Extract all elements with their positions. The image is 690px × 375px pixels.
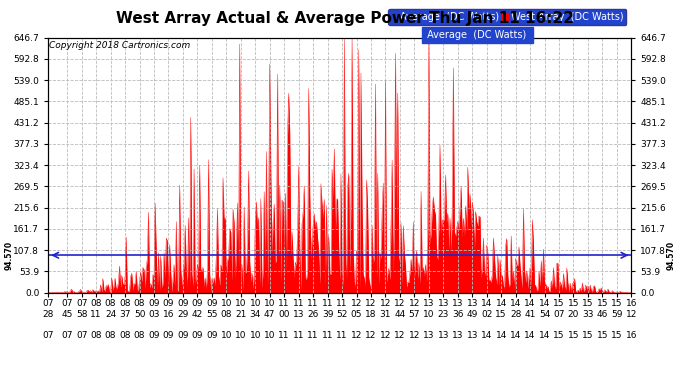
Legend: Average  (DC Watts), West Array  (DC Watts): Average (DC Watts), West Array (DC Watts… xyxy=(388,9,627,25)
Text: Copyright 2018 Cartronics.com: Copyright 2018 Cartronics.com xyxy=(50,41,190,50)
Text: West Array Actual & Average Power Thu Jan 11 16:22: West Array Actual & Average Power Thu Ja… xyxy=(116,11,574,26)
Text: 94.570: 94.570 xyxy=(4,241,13,270)
Text: 94.570: 94.570 xyxy=(667,241,676,270)
Text: Average  (DC Watts): Average (DC Watts) xyxy=(424,30,530,40)
